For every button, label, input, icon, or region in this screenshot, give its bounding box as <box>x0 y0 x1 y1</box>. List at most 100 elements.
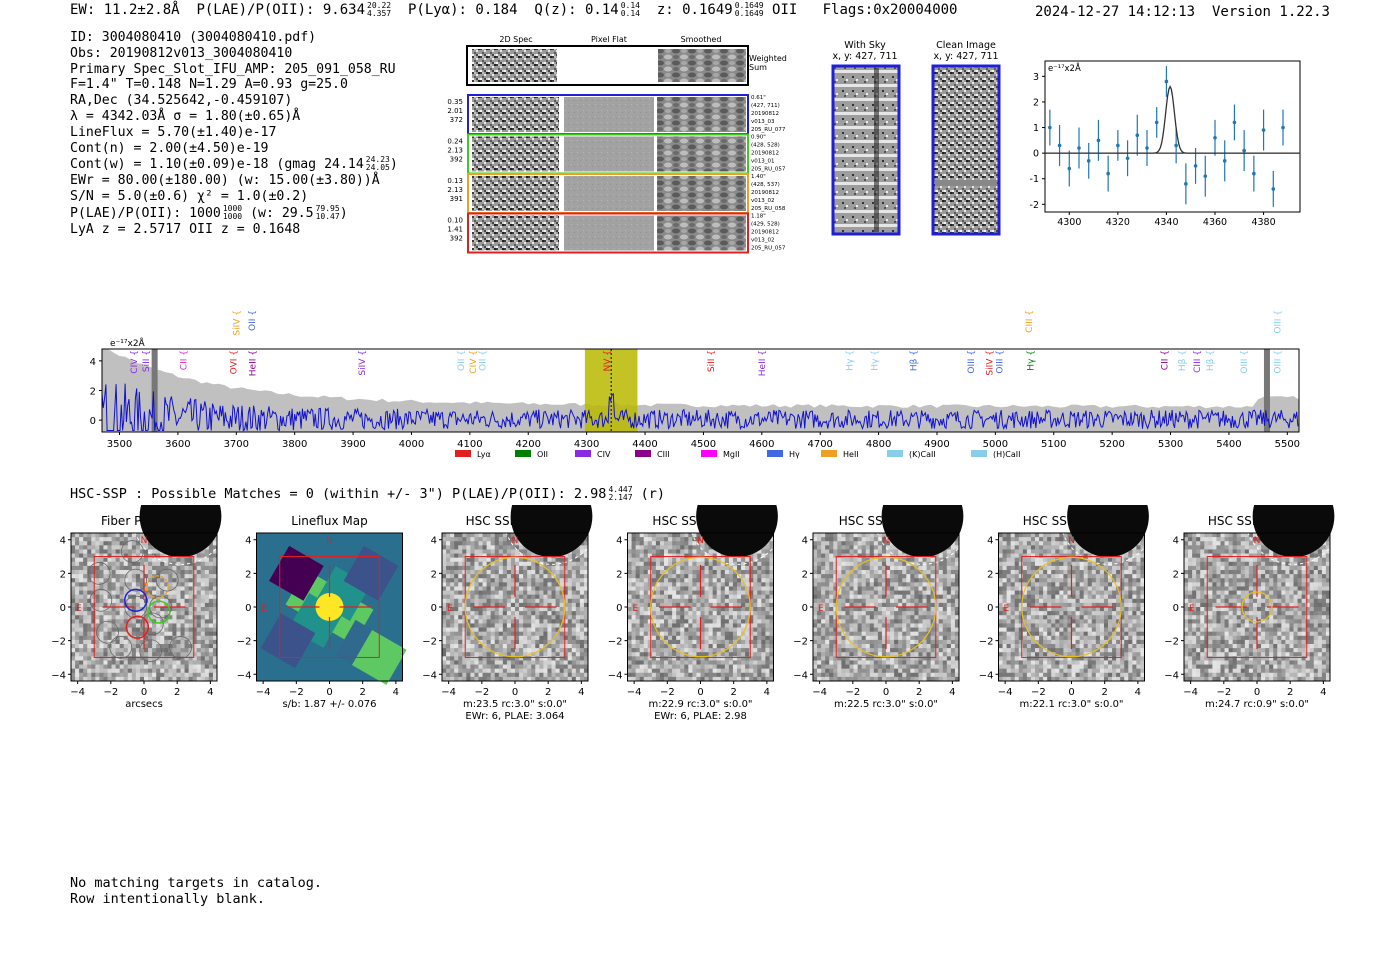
image-pixel <box>466 619 471 624</box>
image-pixel <box>720 656 726 661</box>
image-pixel <box>635 594 641 600</box>
image-pixel <box>486 627 492 633</box>
x-tick-label: 4 <box>207 687 213 698</box>
image-pixel <box>769 557 774 563</box>
image-pixel <box>478 590 483 596</box>
image-pixel <box>99 660 104 665</box>
image-pixel <box>873 557 879 563</box>
image-pixel <box>639 574 645 579</box>
image-pixel <box>849 582 854 587</box>
image-pixel <box>732 611 738 616</box>
image-pixel <box>664 639 669 645</box>
image-pixel <box>692 668 697 674</box>
image-pixel <box>454 660 459 665</box>
image-pixel <box>502 553 508 559</box>
image-pixel <box>898 574 903 579</box>
image-pixel <box>825 549 830 554</box>
image-pixel <box>127 623 133 628</box>
x-tick-label: 0 <box>512 687 518 698</box>
image-pixel <box>930 602 936 608</box>
image-pixel <box>458 668 463 674</box>
image-pixel <box>753 611 758 616</box>
image-pixel <box>631 639 637 645</box>
image-pixel <box>853 602 859 608</box>
image-pixel <box>575 639 581 645</box>
image-pixel <box>651 631 657 637</box>
image-pixel <box>700 549 705 554</box>
image-pixel <box>200 619 206 624</box>
image-pixel <box>527 627 532 633</box>
image-pixel <box>498 635 504 641</box>
image-pixel <box>462 631 467 637</box>
image-pixel <box>712 676 718 682</box>
image-pixel <box>571 570 577 575</box>
image-pixel <box>684 627 689 633</box>
image-pixel <box>478 557 483 563</box>
image-pixel <box>539 631 544 637</box>
image-pixel <box>458 561 463 567</box>
image-pixel <box>482 672 488 678</box>
image-pixel <box>853 570 859 575</box>
image-pixel <box>523 553 528 559</box>
image-pixel <box>643 553 649 559</box>
image-pixel <box>119 668 125 674</box>
image-pixel <box>696 570 701 575</box>
image-pixel <box>204 644 210 649</box>
image-pixel <box>192 553 198 559</box>
image-pixel <box>486 644 492 649</box>
image-pixel <box>180 574 185 579</box>
image-pixel <box>849 557 854 563</box>
image-pixel <box>176 660 181 665</box>
image-pixel <box>176 598 181 604</box>
image-pixel <box>111 619 117 624</box>
image-pixel <box>454 557 459 563</box>
image-pixel <box>745 656 750 661</box>
image-pixel <box>692 639 697 645</box>
image-pixel <box>680 586 685 591</box>
image-pixel <box>208 676 214 682</box>
image-pixel <box>877 561 883 567</box>
image-pixel <box>757 607 762 612</box>
image-pixel <box>160 676 165 682</box>
image-pixel <box>857 574 863 579</box>
image-pixel <box>111 549 117 554</box>
image-pixel <box>482 586 488 591</box>
image-pixel <box>583 660 589 665</box>
image-pixel <box>172 565 177 571</box>
image-pixel <box>103 565 108 571</box>
image-pixel <box>837 565 842 571</box>
image-pixel <box>470 611 475 616</box>
image-pixel <box>490 549 496 554</box>
image-pixel <box>107 648 112 653</box>
image-pixel <box>454 594 459 600</box>
image-pixel <box>111 594 117 600</box>
image-pixel <box>627 644 632 649</box>
image-pixel <box>639 537 645 542</box>
x-tick-label: 0 <box>326 687 332 698</box>
image-pixel <box>647 619 653 624</box>
image-pixel <box>196 598 202 604</box>
image-pixel <box>716 623 722 628</box>
image-pixel <box>821 533 826 538</box>
image-pixel <box>200 553 206 559</box>
image-pixel <box>148 619 153 624</box>
image-pixel <box>498 594 504 600</box>
image-pixel <box>200 644 206 649</box>
image-pixel <box>119 639 125 645</box>
image-pixel <box>728 656 734 661</box>
image-pixel <box>144 565 149 571</box>
fiber-circle <box>121 540 144 563</box>
image-pixel <box>728 590 734 596</box>
image-pixel <box>563 574 569 579</box>
image-pixel <box>737 648 742 653</box>
image-pixel <box>720 619 726 624</box>
image-pixel <box>745 565 750 571</box>
image-pixel <box>647 565 653 571</box>
image-pixel <box>672 660 677 665</box>
image-pixel <box>732 574 738 579</box>
image-pixel <box>506 570 512 575</box>
image-pixel <box>643 672 649 678</box>
image-pixel <box>559 611 565 616</box>
image-pixel <box>474 607 479 612</box>
image-pixel <box>861 586 867 591</box>
